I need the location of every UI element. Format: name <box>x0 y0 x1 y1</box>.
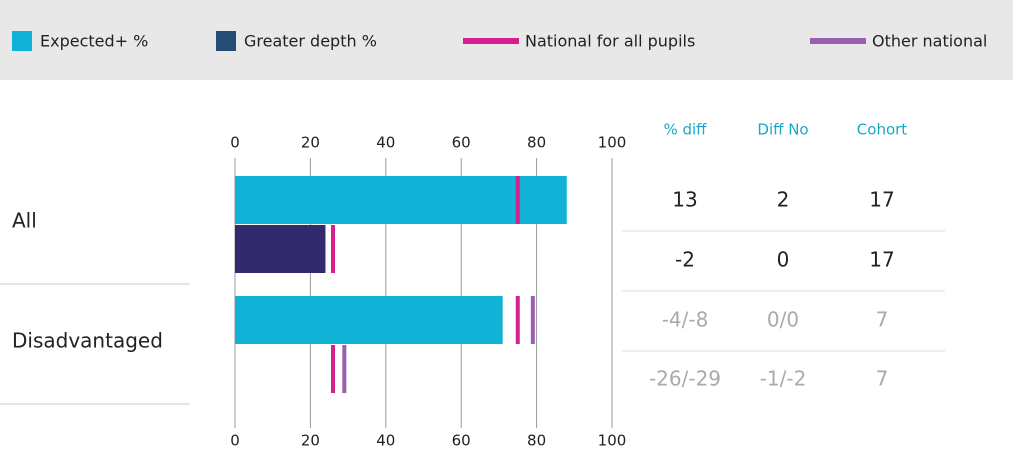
table-cell: -2 <box>675 248 695 272</box>
table-cell: 17 <box>869 248 894 272</box>
bar <box>235 296 503 344</box>
x-tick-label: 100 <box>598 432 627 450</box>
table-cell: 0/0 <box>767 308 799 332</box>
table-header: % diff <box>663 121 707 139</box>
x-tick-label: 60 <box>452 432 471 450</box>
x-tick-label: 100 <box>598 134 627 152</box>
table-cell: -1/-2 <box>760 367 807 391</box>
table-cell: 7 <box>876 367 889 391</box>
x-tick-label: 20 <box>301 432 320 450</box>
legend-swatch <box>463 38 519 44</box>
legend-label: Other national <box>872 32 987 51</box>
legend-swatch <box>216 31 236 51</box>
table-cell: 2 <box>777 188 790 212</box>
category-label: All <box>12 209 37 233</box>
x-tick-label: 80 <box>527 432 546 450</box>
table-cell: -26/-29 <box>649 367 721 391</box>
table-cell: 17 <box>869 188 894 212</box>
marker <box>530 296 535 344</box>
marker <box>331 345 336 393</box>
legend-label: National for all pupils <box>525 32 695 51</box>
marker <box>515 296 520 344</box>
table-header: Diff No <box>757 121 808 139</box>
x-tick-label: 0 <box>230 432 240 450</box>
x-tick-label: 20 <box>301 134 320 152</box>
bar <box>235 176 567 224</box>
x-tick-label: 40 <box>376 134 395 152</box>
table-cell: 13 <box>672 188 697 212</box>
legend-swatch <box>810 38 866 44</box>
category-label: Disadvantaged <box>12 329 163 353</box>
marker <box>342 345 347 393</box>
marker <box>515 176 520 224</box>
legend-label: Greater depth % <box>244 32 377 51</box>
bar <box>235 225 326 273</box>
x-tick-label: 80 <box>527 134 546 152</box>
marker <box>331 225 336 273</box>
legend-label: Expected+ % <box>40 32 148 51</box>
x-tick-label: 0 <box>230 134 240 152</box>
legend-swatch <box>12 31 32 51</box>
table-header: Cohort <box>857 121 908 139</box>
table-cell: -4/-8 <box>662 308 709 332</box>
x-tick-label: 40 <box>376 432 395 450</box>
table-cell: 0 <box>777 248 790 272</box>
x-tick-label: 60 <box>452 134 471 152</box>
table-cell: 7 <box>876 308 889 332</box>
